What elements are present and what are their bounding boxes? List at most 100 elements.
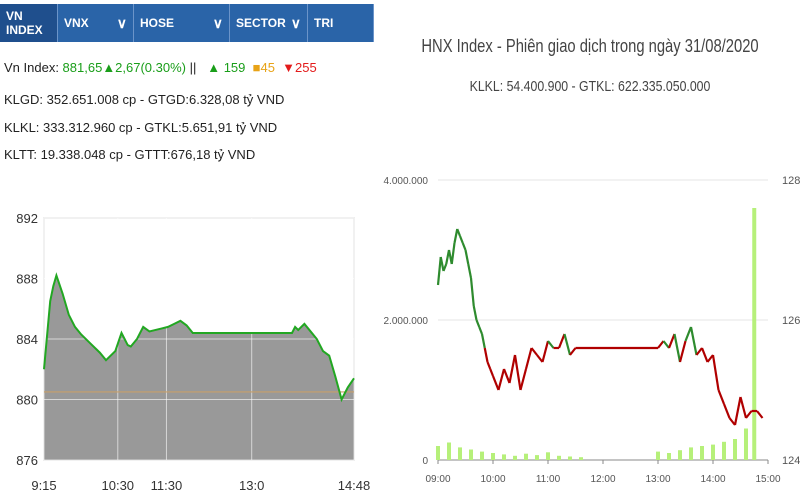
volume-bar bbox=[667, 453, 671, 460]
x-tick-label: 14:48 bbox=[338, 478, 370, 493]
price-segment bbox=[478, 326, 484, 335]
tab-vn-index[interactable]: VN INDEX bbox=[0, 4, 58, 42]
volume-deal-line: KLTT: 19.338.048 cp - GTTT:676,18 tỷ VND bbox=[4, 147, 256, 162]
tab-hose[interactable]: HOSE ∨ bbox=[134, 4, 230, 42]
volume-bar bbox=[546, 452, 550, 460]
volume-bar bbox=[568, 456, 572, 460]
volume-bar bbox=[447, 442, 451, 460]
hnx-index-chart: 4.000.000 2.000.000 0 128 126 124 09:00 10:00 11… bbox=[384, 175, 800, 485]
volume-bar bbox=[722, 441, 726, 460]
chevron-down-icon: ∨ bbox=[290, 14, 301, 31]
volume-bar bbox=[557, 455, 561, 460]
y-tick-label-right: 124 bbox=[782, 455, 800, 467]
price-segment bbox=[491, 375, 500, 391]
x-tick-label: 10:00 bbox=[480, 474, 505, 485]
price-segment bbox=[450, 242, 456, 265]
volume-bar bbox=[752, 208, 757, 460]
volume-bar bbox=[458, 447, 462, 460]
x-tick-label: 14:00 bbox=[700, 474, 725, 485]
volume-bar bbox=[513, 455, 517, 460]
price-segment bbox=[439, 256, 445, 272]
volume-bar bbox=[700, 446, 704, 460]
tab-tri[interactable]: TRI bbox=[308, 4, 374, 42]
hnx-chart-subtitle: KLKL: 54.400.900 - GTKL: 622.335.050.000 bbox=[469, 78, 711, 95]
price-segment bbox=[695, 347, 703, 356]
price-segment bbox=[472, 305, 478, 321]
tab-vnx[interactable]: VNX ∨ bbox=[58, 4, 134, 42]
y-tick-label-right: 128 bbox=[782, 175, 800, 187]
y-tick-label: 880 bbox=[16, 393, 38, 408]
volume-bar bbox=[579, 457, 583, 460]
price-segment bbox=[475, 319, 481, 328]
price-segment bbox=[739, 396, 748, 419]
price-segment bbox=[557, 333, 566, 349]
declines-count: ▼255 bbox=[282, 60, 317, 75]
volume-bar bbox=[744, 428, 748, 460]
x-tick-label: 15:00 bbox=[755, 474, 780, 485]
volume-matched-line: KLKL: 333.312.960 cp - GTKL:5.651,91 tỷ … bbox=[4, 120, 278, 135]
price-segment bbox=[673, 333, 682, 363]
x-tick-label: 11:30 bbox=[151, 478, 183, 493]
tab-label: SECTOR bbox=[236, 16, 286, 30]
price-segment bbox=[711, 354, 720, 391]
price-segment bbox=[502, 368, 511, 384]
price-segment bbox=[453, 228, 459, 244]
volume-bar bbox=[689, 447, 693, 460]
price-segment bbox=[700, 347, 709, 363]
price-segment bbox=[733, 396, 742, 426]
tab-label: HOSE bbox=[140, 16, 175, 30]
price-segment bbox=[497, 368, 506, 391]
price-segment bbox=[536, 354, 544, 363]
price-segment bbox=[508, 354, 517, 384]
x-tick-label: 11:00 bbox=[536, 474, 561, 485]
volume-bar bbox=[436, 446, 440, 460]
index-summary-line: Vn Index: 881,65▲2,67(0.30%) || ▲ 159 ■4… bbox=[4, 60, 317, 75]
tab-sector[interactable]: SECTOR ∨ bbox=[230, 4, 308, 42]
volume-bar bbox=[491, 453, 495, 460]
price-segment bbox=[483, 347, 489, 363]
y-tick-label: 884 bbox=[16, 332, 38, 347]
price-segment bbox=[461, 242, 467, 251]
price-segment bbox=[717, 389, 726, 405]
y-tick-label-right: 126 bbox=[782, 315, 800, 327]
index-change: ▲2,67(0.30%) bbox=[102, 60, 186, 75]
index-value: 881,65 bbox=[62, 60, 103, 75]
price-segment bbox=[678, 340, 687, 363]
price-segment bbox=[569, 347, 577, 356]
price-segment bbox=[667, 333, 676, 349]
x-tick-label: 13:0 bbox=[239, 478, 264, 493]
separator: || bbox=[186, 60, 197, 75]
tab-label: VNX bbox=[64, 16, 89, 30]
market-tabs: VN INDEX VNX ∨ HOSE ∨ SECTOR ∨ TRI bbox=[0, 4, 374, 42]
hnx-chart-title: HNX Index - Phiên giao dịch trong ngày 3… bbox=[421, 36, 759, 56]
x-tick-label: 9:15 bbox=[31, 478, 56, 493]
price-segment bbox=[480, 333, 486, 349]
price-segment bbox=[530, 347, 538, 356]
price-segment bbox=[722, 403, 731, 419]
x-tick-label: 13:00 bbox=[645, 474, 670, 485]
area-fill bbox=[44, 275, 354, 460]
vn-index-panel: VN INDEX VNX ∨ HOSE ∨ SECTOR ∨ TRI Vn Index: 88… bbox=[0, 0, 374, 500]
volume-bar bbox=[535, 455, 539, 460]
price-segment bbox=[469, 277, 475, 307]
price-segment bbox=[728, 417, 736, 426]
volume-bar bbox=[524, 453, 528, 460]
y-tick-label-left: 0 bbox=[422, 456, 428, 467]
price-segment bbox=[456, 228, 462, 237]
price-segment bbox=[464, 249, 470, 265]
y-tick-label: 876 bbox=[16, 453, 38, 468]
price-segment bbox=[513, 354, 522, 391]
y-tick-label: 888 bbox=[16, 272, 38, 287]
price-segment bbox=[563, 333, 572, 356]
volume-total-line: KLGD: 352.651.008 cp - GTGD:6.328,08 tỷ … bbox=[4, 92, 285, 107]
y-tick-label: 892 bbox=[16, 211, 38, 226]
price-segment bbox=[489, 368, 495, 377]
price-segment bbox=[662, 340, 670, 349]
index-line bbox=[43, 272, 355, 403]
price-segment bbox=[442, 263, 448, 272]
price-segment bbox=[486, 361, 492, 370]
price-segment bbox=[541, 340, 550, 363]
volume-bar bbox=[502, 454, 506, 460]
volume-bar bbox=[711, 444, 715, 460]
volume-bar bbox=[733, 439, 737, 460]
